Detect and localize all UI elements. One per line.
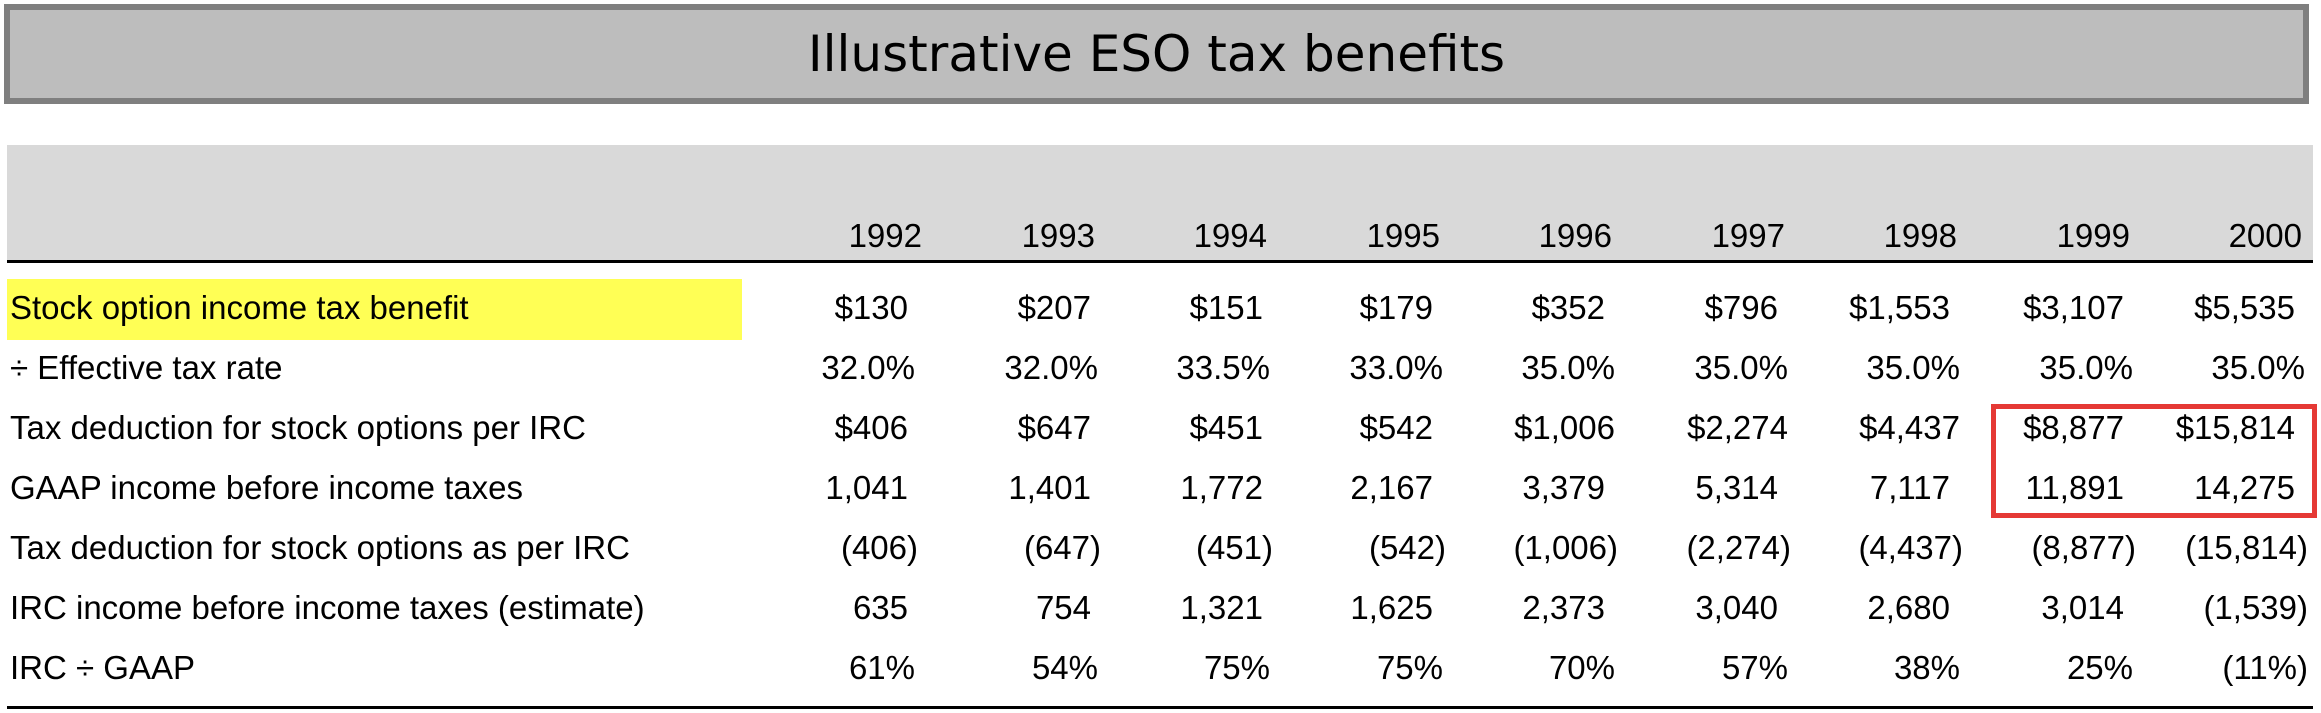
cell: $542 (1359, 409, 1433, 446)
cell: 14,275 (2194, 469, 2295, 506)
cell: $451 (1189, 409, 1263, 446)
cell: $207 (1017, 289, 1091, 326)
cell: 32.0% (1004, 349, 1098, 386)
cell: $179 (1359, 289, 1433, 326)
year-header: 1992 1993 1994 1995 1996 1997 1998 1999 … (7, 145, 2313, 263)
table-row-tax-deduction-as-per-irc: Tax deduction for stock options as per I… (0, 519, 2321, 577)
row-label: GAAP income before income taxes (10, 469, 523, 506)
cell: $151 (1189, 289, 1263, 326)
table-row-gaap-income: GAAP income before income taxes 1,041 1,… (0, 459, 2321, 517)
cell: (11%) (2222, 649, 2308, 686)
cell: (2,274) (1686, 529, 1791, 566)
year-header-1993: 1993 (1021, 217, 1095, 254)
cell: $1,553 (1849, 289, 1950, 326)
cell: $1,006 (1514, 409, 1615, 446)
cell: (8,877) (2031, 529, 2136, 566)
year-header-1994: 1994 (1193, 217, 1267, 254)
cell: 1,772 (1180, 469, 1263, 506)
year-header-1992: 1992 (848, 217, 922, 254)
table-row-irc-over-gaap: IRC ÷ GAAP 61% 54% 75% 75% 70% 57% 38% 2… (0, 639, 2321, 697)
cell: (4,437) (1858, 529, 1963, 566)
emphasis-box (1991, 404, 2317, 518)
year-header-1999: 1999 (2056, 217, 2130, 254)
cell: 32.0% (821, 349, 915, 386)
cell: $4,437 (1859, 409, 1960, 446)
cell: 54% (1031, 649, 1098, 686)
cell: $8,877 (2023, 409, 2124, 446)
cell: 35.0% (2039, 349, 2133, 386)
cell: (1,006) (1513, 529, 1618, 566)
cell: 1,625 (1350, 589, 1433, 626)
cell: 1,041 (825, 469, 908, 506)
cell: 35.0% (1866, 349, 1960, 386)
cell: 25% (2066, 649, 2133, 686)
cell: (406) (840, 529, 918, 566)
cell: 3,014 (2041, 589, 2124, 626)
row-label: Tax deduction for stock options as per I… (10, 529, 630, 566)
cell: $130 (834, 289, 908, 326)
year-header-2000: 2000 (2228, 217, 2302, 254)
cell: 75% (1203, 649, 1270, 686)
cell: $3,107 (2023, 289, 2124, 326)
cell: $796 (1704, 289, 1778, 326)
cell: 70% (1548, 649, 1615, 686)
cell: 3,379 (1522, 469, 1605, 506)
year-header-1998: 1998 (1883, 217, 1957, 254)
cell: 635 (852, 589, 908, 626)
cell: (451) (1195, 529, 1273, 566)
cell: 2,680 (1867, 589, 1950, 626)
cell: 35.0% (1521, 349, 1615, 386)
row-label: IRC income before income taxes (estimate… (10, 589, 645, 626)
cell: $2,274 (1687, 409, 1788, 446)
table-row-stock-option-benefit: Stock option income tax benefit $130 $20… (0, 279, 2321, 340)
cell: 7,117 (1869, 469, 1950, 506)
cell: 38% (1893, 649, 1960, 686)
table-row-effective-tax-rate: ÷ Effective tax rate 32.0% 32.0% 33.5% 3… (0, 339, 2321, 397)
cell: 754 (1035, 589, 1091, 626)
cell: 1,401 (1008, 469, 1091, 506)
page-title: Illustrative ESO tax benefits (807, 25, 1506, 83)
cell: 5,314 (1695, 469, 1778, 506)
cell: $5,535 (2194, 289, 2295, 326)
cell: 35.0% (1694, 349, 1788, 386)
cell: 35.0% (2211, 349, 2305, 386)
bottom-divider (7, 706, 2313, 709)
year-header-1995: 1995 (1366, 217, 1440, 254)
cell: $647 (1017, 409, 1091, 446)
cell: 2,373 (1522, 589, 1605, 626)
year-header-1996: 1996 (1538, 217, 1612, 254)
cell: 33.5% (1176, 349, 1270, 386)
row-label: Stock option income tax benefit (10, 289, 469, 326)
cell: $352 (1531, 289, 1605, 326)
year-header-1997: 1997 (1711, 217, 1785, 254)
cell: 3,040 (1695, 589, 1778, 626)
cell: (15,814) (2185, 529, 2308, 566)
cell: 11,891 (2025, 469, 2124, 506)
cell: (1,539) (2203, 589, 2308, 626)
title-banner: Illustrative ESO tax benefits (4, 4, 2309, 104)
cell: (647) (1023, 529, 1101, 566)
row-label: Tax deduction for stock options per IRC (10, 409, 586, 446)
cell: 33.0% (1349, 349, 1443, 386)
cell: 2,167 (1350, 469, 1433, 506)
table-row-tax-deduction-per-irc: Tax deduction for stock options per IRC … (0, 399, 2321, 457)
cell: $406 (834, 409, 908, 446)
row-label: IRC ÷ GAAP (10, 649, 195, 686)
label-highlight (7, 279, 742, 340)
row-label: ÷ Effective tax rate (10, 349, 283, 386)
cell: 57% (1721, 649, 1788, 686)
table-row-irc-income: IRC income before income taxes (estimate… (0, 579, 2321, 637)
cell: 75% (1376, 649, 1443, 686)
cell: (542) (1368, 529, 1446, 566)
cell: 1,321 (1180, 589, 1263, 626)
cell: 61% (848, 649, 915, 686)
cell: $15,814 (2175, 409, 2295, 446)
